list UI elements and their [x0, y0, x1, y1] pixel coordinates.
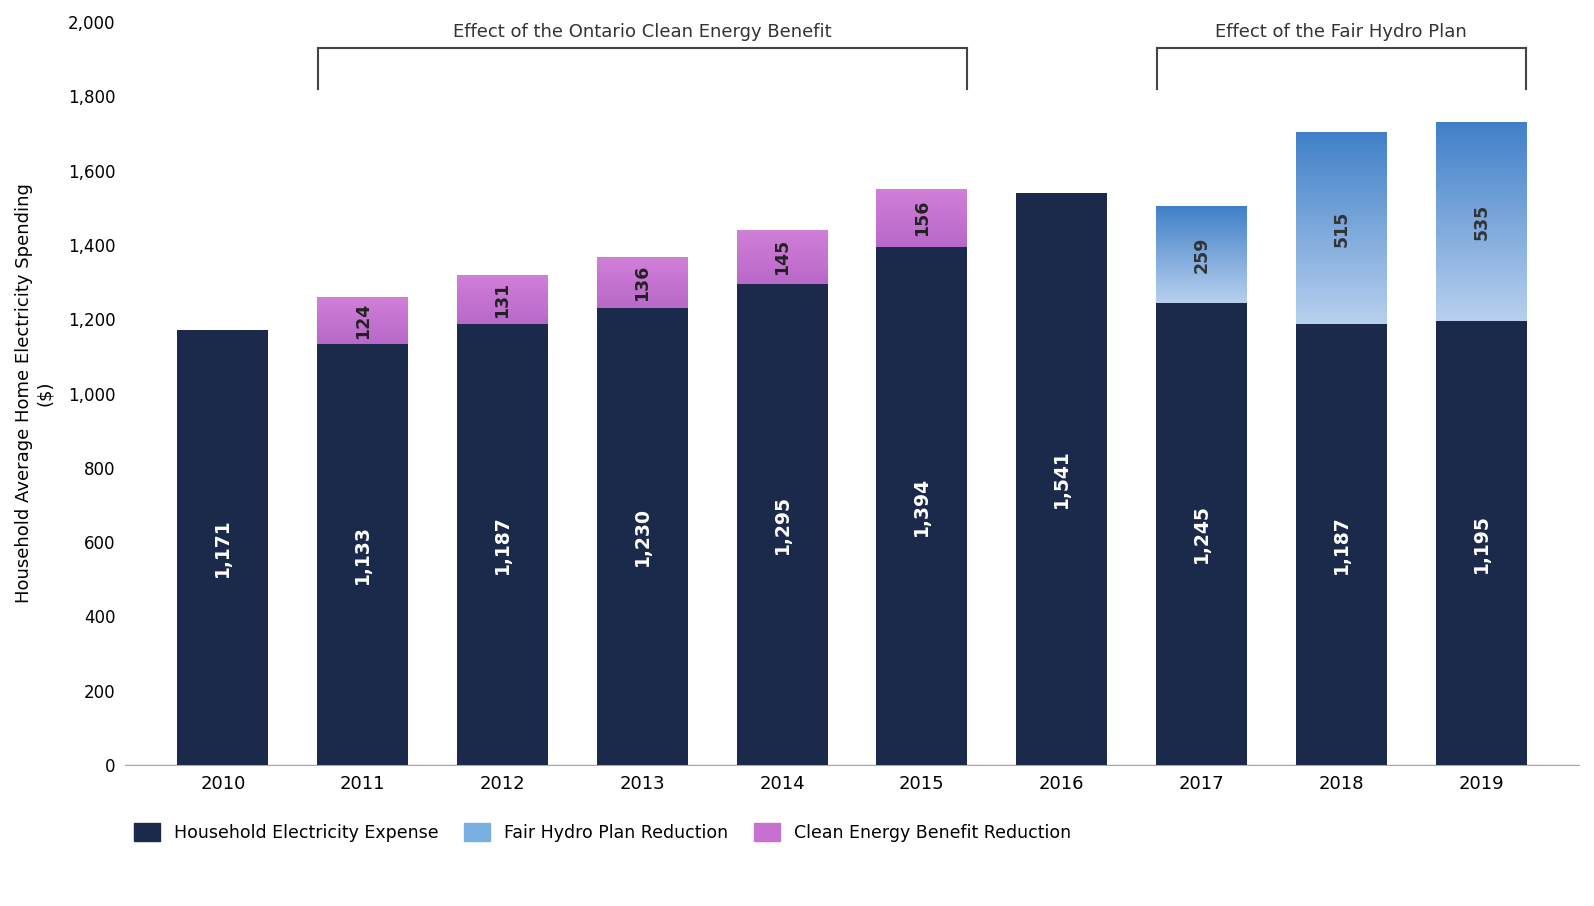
- Text: Effect of the Fair Hydro Plan: Effect of the Fair Hydro Plan: [1216, 23, 1466, 41]
- Y-axis label: Household Average Home Electricity Spending
($): Household Average Home Electricity Spend…: [14, 184, 54, 603]
- Text: 1,187: 1,187: [1333, 516, 1350, 574]
- Bar: [317, 344, 408, 765]
- Bar: [177, 330, 268, 765]
- Text: 1,394: 1,394: [912, 477, 931, 535]
- Text: 1,187: 1,187: [493, 516, 512, 574]
- Text: 1,245: 1,245: [1192, 505, 1211, 564]
- Text: 136: 136: [633, 265, 652, 301]
- Text: 1,295: 1,295: [773, 495, 792, 554]
- Bar: [596, 308, 687, 765]
- Text: 156: 156: [913, 200, 931, 236]
- Bar: [736, 284, 827, 765]
- Text: 259: 259: [1192, 236, 1210, 273]
- Text: 145: 145: [773, 239, 791, 275]
- Text: 515: 515: [1333, 210, 1350, 246]
- Text: 1,195: 1,195: [1471, 514, 1490, 573]
- Bar: [1017, 193, 1108, 765]
- Text: 124: 124: [354, 303, 371, 339]
- Bar: [1156, 303, 1247, 765]
- Text: 1,171: 1,171: [214, 518, 233, 577]
- Legend: Household Electricity Expense, Fair Hydro Plan Reduction, Clean Energy Benefit R: Household Electricity Expense, Fair Hydr…: [134, 824, 1071, 842]
- Bar: [877, 247, 968, 765]
- Text: Effect of the Ontario Clean Energy Benefit: Effect of the Ontario Clean Energy Benef…: [453, 23, 832, 41]
- Bar: [1436, 321, 1527, 765]
- Bar: [457, 324, 548, 765]
- Text: 131: 131: [494, 282, 512, 318]
- Text: 535: 535: [1473, 204, 1490, 240]
- Bar: [1296, 324, 1387, 765]
- Text: 1,541: 1,541: [1052, 449, 1071, 508]
- Text: 1,230: 1,230: [633, 507, 652, 566]
- Text: 1,133: 1,133: [354, 525, 373, 584]
